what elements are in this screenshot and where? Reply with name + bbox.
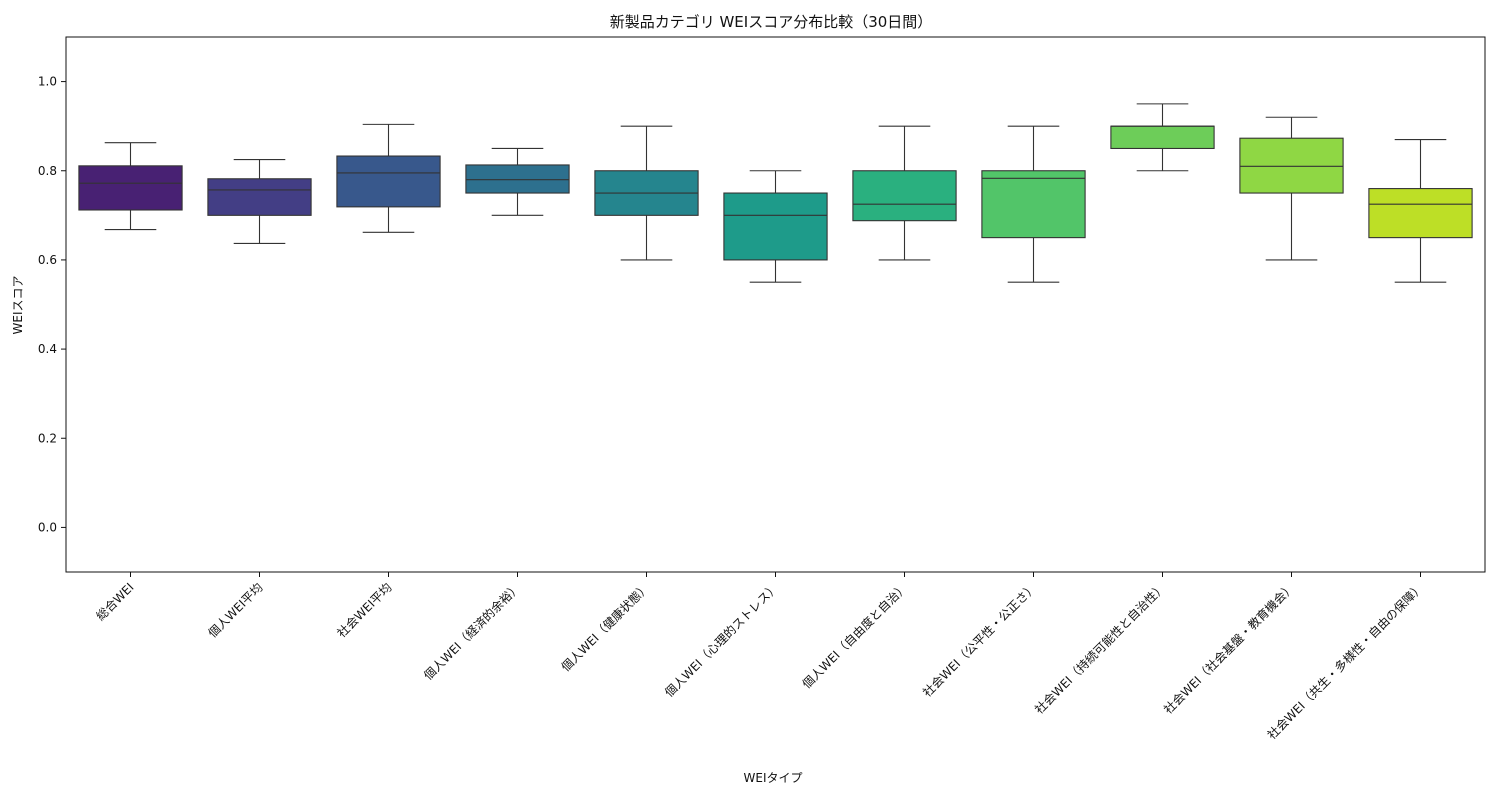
x-tick-label: 個人WEI平均: [206, 580, 266, 640]
y-tick-label: 0.4: [38, 342, 57, 356]
box-3: [336, 123, 441, 233]
x-tick-label: 社会WEI（社会基盤・教育機会）: [1160, 580, 1297, 717]
y-tick-label: 0.6: [38, 253, 57, 267]
iqr-box: [1368, 188, 1473, 239]
box-7: [852, 125, 957, 261]
iqr-box: [78, 165, 183, 211]
y-tick-label: 0.0: [38, 520, 57, 534]
box-9: [1110, 103, 1215, 172]
box-series: [78, 103, 1473, 283]
iqr-box: [981, 170, 1086, 239]
box-11: [1368, 138, 1473, 283]
box-5: [594, 125, 699, 261]
y-axis-label: WEIスコア: [11, 276, 25, 335]
x-tick-label: 個人WEI（心理的ストレス）: [661, 580, 781, 700]
y-axis: 0.0 0.2 0.4 0.6 0.8 1.0: [38, 75, 66, 534]
x-tick-label: 個人WEI（健康状態）: [558, 580, 653, 675]
x-tick-label: 個人WEI（自由度と自治）: [799, 580, 911, 692]
y-tick-label: 1.0: [38, 75, 57, 89]
x-axis: 総合WEI 個人WEI平均 社会WEI平均 個人WEI（経済的余裕） 個人WEI（健康状…: [93, 572, 1427, 742]
y-tick-label: 0.8: [38, 164, 57, 178]
x-tick-label: 社会WEI（持続可能性と自治性）: [1031, 580, 1168, 717]
box-1: [78, 142, 183, 231]
box-4: [465, 147, 570, 216]
box-10: [1239, 116, 1344, 261]
x-tick-label: 社会WEI平均: [334, 580, 395, 641]
x-axis-label: WEIタイプ: [744, 771, 803, 785]
x-tick-label: 社会WEI（公平性・公正さ）: [919, 580, 1039, 700]
iqr-box: [207, 178, 312, 216]
iqr-box: [336, 155, 441, 208]
iqr-box: [723, 192, 828, 261]
x-tick-label: 社会WEI（共生・多様性・自由の保障）: [1264, 580, 1427, 743]
box-8: [981, 125, 1086, 283]
box-6: [723, 170, 828, 283]
iqr-box: [852, 170, 957, 222]
x-tick-label: 総合WEI: [93, 580, 137, 624]
box-2: [207, 159, 312, 244]
x-tick-label: 個人WEI（経済的余裕）: [420, 580, 523, 683]
chart-title: 新製品カテゴリ WEIスコア分布比較（30日間）: [610, 13, 933, 31]
y-tick-label: 0.2: [38, 431, 57, 445]
iqr-box: [1110, 125, 1215, 150]
iqr-box: [1239, 137, 1344, 194]
iqr-box: [465, 164, 570, 194]
